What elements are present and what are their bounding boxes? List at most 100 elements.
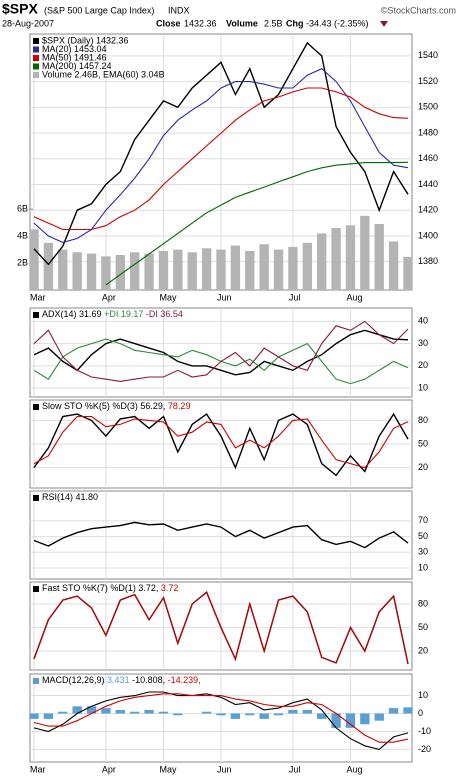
legend-swatch <box>33 63 39 70</box>
credit: ©StockCharts.com <box>381 5 456 15</box>
bar <box>72 706 82 714</box>
x-tick-label: May <box>159 292 177 302</box>
legend-label: +DI 19.17 <box>104 309 143 319</box>
legend-label: MA(200) 1457.24 <box>42 61 112 71</box>
bar <box>302 709 312 714</box>
bar <box>230 713 241 719</box>
bar <box>388 241 399 290</box>
legend-swatch <box>33 312 39 318</box>
bar <box>288 246 298 290</box>
index-name: (S&P 500 Large Cap Index) <box>44 5 154 15</box>
bar <box>173 713 183 716</box>
bar <box>403 707 413 714</box>
bar <box>259 713 269 719</box>
y-tick-label: 1400 <box>418 230 438 240</box>
y-tick-label: -20 <box>418 744 431 754</box>
bar <box>216 713 226 716</box>
bar <box>130 252 140 290</box>
y-tick-label: 50 <box>418 531 428 541</box>
bar <box>58 711 68 714</box>
bar <box>302 242 312 290</box>
bar <box>245 250 255 290</box>
bar <box>43 713 54 719</box>
volume: 2.5B <box>264 18 283 28</box>
y-tick-label: 20 <box>418 360 428 370</box>
bar <box>115 254 125 290</box>
y-tick-label: 10 <box>418 382 428 392</box>
bar <box>288 709 298 714</box>
bar <box>43 242 54 290</box>
x-tick-label: Mar <box>30 764 46 774</box>
legend-label: Volume 2.46B, EMA(60) 3.04B <box>42 69 165 79</box>
bar <box>403 256 413 290</box>
y-tick-label: 70 <box>418 515 428 525</box>
panel-legend: ADX(14) 31.69 +DI 19.17 -DI 36.54 <box>42 309 183 319</box>
x-tick-label: Mar <box>30 292 46 302</box>
legend-label: -DI 36.54 <box>146 309 183 319</box>
bar <box>72 252 82 290</box>
y-tick-label: 1540 <box>418 50 438 60</box>
legend-label: 56.29, <box>140 401 165 411</box>
date: 28-Aug-2007 <box>2 18 54 28</box>
legend-swatch <box>33 495 39 501</box>
down-arrow <box>380 21 388 27</box>
bar <box>86 706 97 714</box>
bar <box>345 225 356 290</box>
bar <box>230 245 241 290</box>
y-tick-label: 20 <box>418 646 428 656</box>
legend-swatch <box>33 72 39 78</box>
y2-tick-label: 6B <box>17 204 28 214</box>
series-line <box>33 68 409 243</box>
bar <box>29 713 39 719</box>
x-tick-label: Jun <box>217 292 232 302</box>
legend-swatch <box>33 55 39 61</box>
y-tick-label: 1460 <box>418 153 438 163</box>
bar <box>144 709 154 714</box>
bar <box>86 253 97 290</box>
y-tick-label: 10 <box>418 562 428 572</box>
panel-legend: RSI(14) 41.80 <box>42 492 98 502</box>
y2-tick-label: 4B <box>17 230 28 240</box>
panel-legend: Slow STO %K(5) %D(3) 56.29, 78.29 <box>42 401 190 411</box>
bar <box>158 250 169 290</box>
symbol: $SPX <box>2 1 38 17</box>
legend-swatch <box>33 404 39 410</box>
panel-title: RSI(14) <box>42 492 73 502</box>
chg: -34.43 (-2.35%) <box>306 18 369 28</box>
x-tick-label: Jul <box>289 764 301 774</box>
bar <box>29 229 39 290</box>
y-tick-label: 80 <box>418 415 428 425</box>
series-line <box>33 415 409 469</box>
y2-tick-label: 2B <box>17 257 28 267</box>
y-tick-label: 30 <box>418 338 428 348</box>
bar <box>58 249 68 290</box>
y-tick-label: 30 <box>418 547 428 557</box>
bar <box>360 713 370 725</box>
bar <box>259 244 269 290</box>
legend-swatch <box>33 586 39 592</box>
bar <box>245 713 255 716</box>
panel-title: Slow STO %K(5) %D(3) <box>42 401 138 411</box>
legend-label: 78.29 <box>168 401 191 411</box>
series-line <box>33 591 409 665</box>
x-tick-label: Aug <box>346 764 362 774</box>
panel-title: MACD(12,26,9) <box>42 675 105 685</box>
bar <box>201 711 212 714</box>
volume-label: Volume <box>226 18 258 28</box>
series-line <box>33 87 409 231</box>
legend-label: -14.239, <box>168 675 201 685</box>
legend-label: MA(50) 1491.46 <box>42 52 107 62</box>
bar <box>317 233 327 290</box>
legend-swatch <box>33 46 39 53</box>
bar <box>101 256 111 290</box>
bar <box>345 713 356 728</box>
y-tick-label: 20 <box>418 462 428 472</box>
y-tick-label: 80 <box>418 598 428 608</box>
x-tick-label: Jul <box>289 292 301 302</box>
legend-label: ADX(14) 31.69 <box>42 309 102 319</box>
y-tick-label: 1500 <box>418 102 438 112</box>
y-tick-label: 10 <box>418 690 428 700</box>
legend-label: 3.72, <box>138 583 158 593</box>
y-tick-label: 0 <box>418 708 423 718</box>
